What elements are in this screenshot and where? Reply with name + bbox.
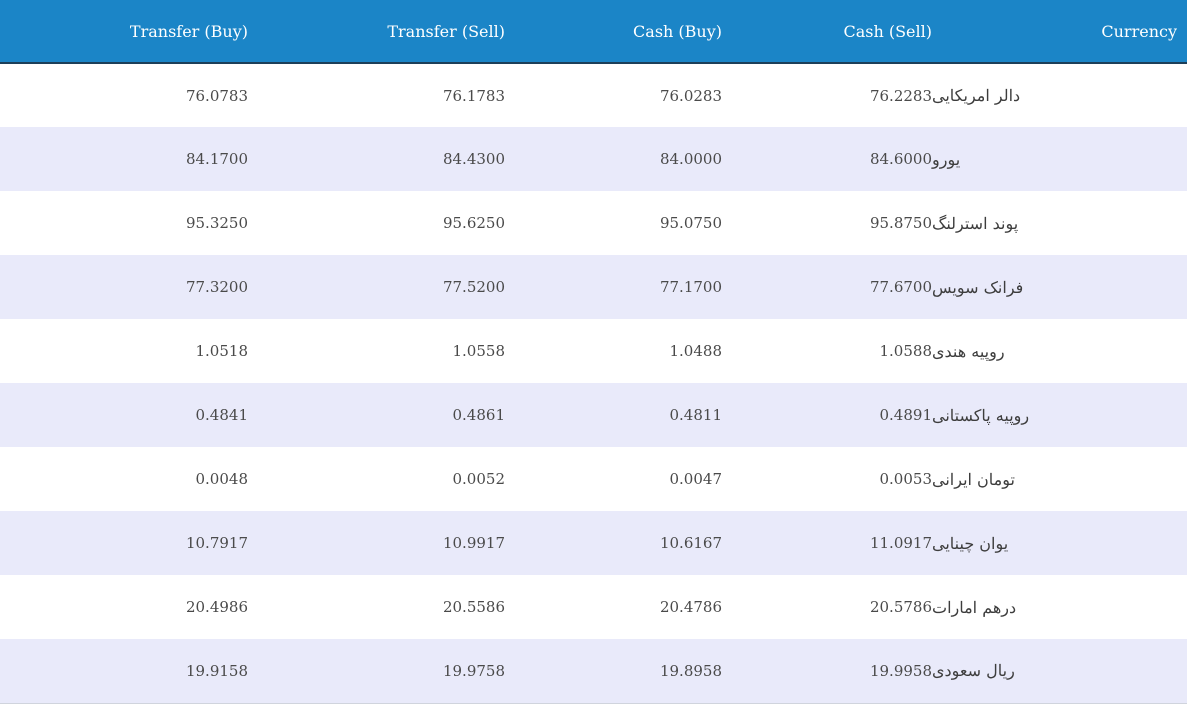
header-transfer-buy: Transfer (Buy) bbox=[0, 0, 248, 64]
cell-cash-sell: 20.5786 bbox=[869, 598, 932, 616]
cell-cash-buy: 0.0047 bbox=[669, 470, 723, 488]
table-row: 20.4986 20.5586 20.4786 20.5786 درهم امارات bbox=[0, 575, 1187, 639]
cell-currency: یوان چینایی bbox=[932, 533, 1009, 553]
cell-transfer-buy: 0.4841 bbox=[195, 406, 249, 424]
cell-transfer-buy: 84.1700 bbox=[185, 150, 248, 168]
cell-cash-buy: 95.0750 bbox=[659, 214, 722, 232]
cell-cash-sell: 11.0917 bbox=[869, 534, 932, 552]
cell-transfer-sell: 0.4861 bbox=[452, 406, 506, 424]
cell-currency: ریال سعودی bbox=[932, 661, 1015, 681]
cell-cash-buy: 0.4811 bbox=[669, 406, 723, 424]
cell-cash-buy: 76.0283 bbox=[659, 86, 722, 105]
cell-transfer-sell: 1.0558 bbox=[452, 342, 506, 360]
cell-transfer-sell: 10.9917 bbox=[442, 534, 505, 552]
cell-cash-sell: 0.4891 bbox=[879, 406, 933, 424]
table-row: 76.0783 76.1783 76.0283 76.2283 دالر امریکای… bbox=[0, 63, 1187, 127]
cell-transfer-sell: 77.5200 bbox=[442, 278, 505, 296]
cell-cash-sell: 77.6700 bbox=[869, 278, 932, 296]
table-row: 0.0048 0.0052 0.0047 0.0053 تومان ایرانی bbox=[0, 447, 1187, 511]
header-row: Transfer (Buy) Transfer (Sell) Cash (Buy… bbox=[0, 0, 1187, 64]
table-row: 1.0518 1.0558 1.0488 1.0588 روپیه هندی bbox=[0, 319, 1187, 383]
cell-currency: یورو bbox=[932, 149, 961, 169]
header-cash-buy: Cash (Buy) bbox=[505, 0, 722, 64]
cell-currency: تومان ایرانی bbox=[932, 469, 1015, 489]
cell-transfer-buy: 20.4986 bbox=[185, 598, 248, 616]
cell-cash-sell: 19.9958 bbox=[869, 661, 932, 680]
cell-transfer-buy: 1.0518 bbox=[195, 342, 249, 360]
cell-cash-sell: 84.6000 bbox=[869, 150, 932, 168]
cell-transfer-sell: 95.6250 bbox=[442, 214, 505, 232]
table-header: Transfer (Buy) Transfer (Sell) Cash (Buy… bbox=[0, 0, 1187, 64]
cell-transfer-buy: 77.3200 bbox=[185, 278, 248, 296]
table-row: 84.1700 84.4300 84.0000 84.6000 یورو bbox=[0, 127, 1187, 191]
table-body: 76.0783 76.1783 76.0283 76.2283 دالر امریکای… bbox=[0, 63, 1187, 703]
cell-cash-buy: 10.6167 bbox=[659, 534, 722, 552]
cell-cash-sell: 95.8750 bbox=[869, 214, 932, 232]
cell-currency: فرانک سویس bbox=[932, 277, 1024, 297]
cell-transfer-sell: 20.5586 bbox=[442, 598, 505, 616]
cell-transfer-sell: 0.0052 bbox=[452, 470, 506, 488]
cell-transfer-buy: 95.3250 bbox=[185, 214, 248, 232]
cell-cash-sell: 0.0053 bbox=[879, 470, 933, 488]
table-row: 95.3250 95.6250 95.0750 95.8750 پوند استرلنگ bbox=[0, 191, 1187, 255]
cell-currency: درهم امارات bbox=[932, 597, 1017, 617]
header-currency: Currency bbox=[932, 0, 1187, 64]
cell-transfer-buy: 76.0783 bbox=[185, 86, 248, 105]
cell-cash-buy: 77.1700 bbox=[659, 278, 722, 296]
cell-currency: روپیه هندی bbox=[932, 341, 1005, 361]
cell-transfer-sell: 84.4300 bbox=[442, 150, 505, 168]
cell-cash-sell: 1.0588 bbox=[879, 342, 933, 360]
cell-transfer-buy: 0.0048 bbox=[195, 470, 249, 488]
cell-currency: پوند استرلنگ bbox=[932, 213, 1019, 233]
cell-cash-buy: 20.4786 bbox=[659, 598, 722, 616]
cell-currency: دالر امریکایی bbox=[932, 86, 1021, 105]
header-cash-sell: Cash (Sell) bbox=[722, 0, 932, 64]
cell-transfer-sell: 19.9758 bbox=[442, 661, 505, 680]
cell-transfer-buy: 10.7917 bbox=[185, 534, 248, 552]
cell-transfer-buy: 19.9158 bbox=[185, 661, 248, 680]
cell-cash-buy: 84.0000 bbox=[659, 150, 722, 168]
table-row: 77.3200 77.5200 77.1700 77.6700 فرانک سویس bbox=[0, 255, 1187, 319]
cell-cash-sell: 76.2283 bbox=[869, 86, 932, 105]
cell-transfer-sell: 76.1783 bbox=[442, 86, 505, 105]
cell-cash-buy: 1.0488 bbox=[669, 342, 723, 360]
table-row: 0.4841 0.4861 0.4811 0.4891 روپیه پاکستانی bbox=[0, 383, 1187, 447]
table-row: 10.7917 10.9917 10.6167 11.0917 یوان چینایی bbox=[0, 511, 1187, 575]
cell-currency: روپیه پاکستانی bbox=[932, 405, 1030, 425]
table-row: 19.9158 19.9758 19.8958 19.9958 ریال سعودی bbox=[0, 639, 1187, 703]
cell-cash-buy: 19.8958 bbox=[659, 661, 722, 680]
header-transfer-sell: Transfer (Sell) bbox=[248, 0, 505, 64]
